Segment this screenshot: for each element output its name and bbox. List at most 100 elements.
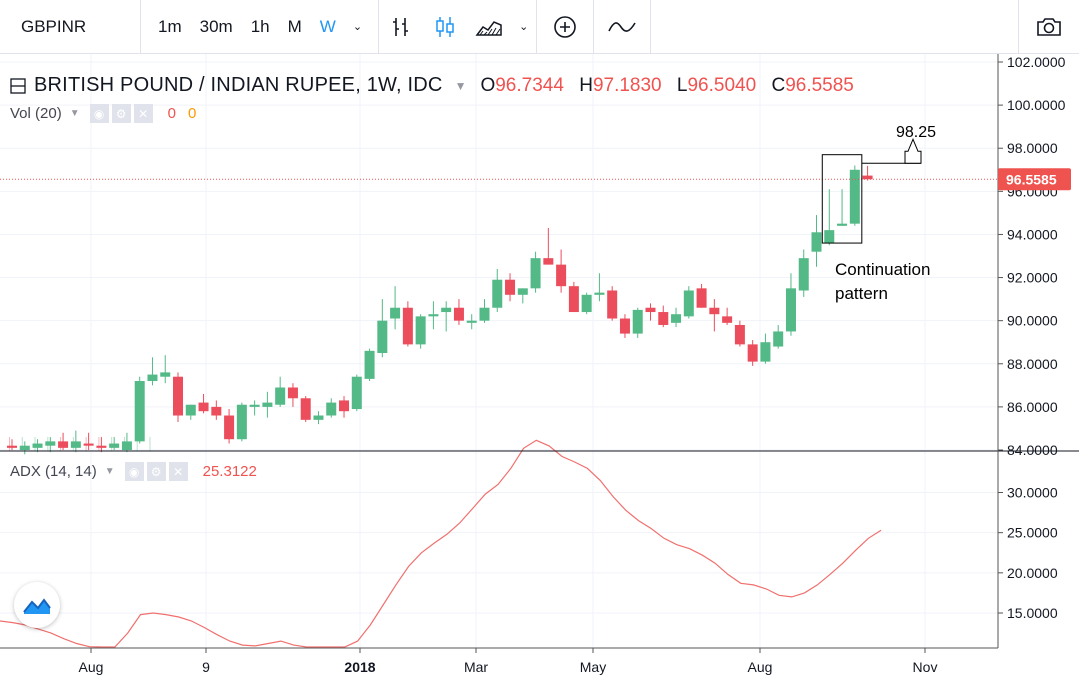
area-chart-icon[interactable] — [467, 0, 511, 54]
chevron-down-icon[interactable]: ⌄ — [519, 21, 529, 33]
adx-value: 25.3122 — [202, 463, 257, 480]
volume-bar — [98, 437, 100, 451]
candle-body — [466, 320, 477, 323]
eye-icon[interactable]: ◉ — [124, 462, 144, 481]
candle-body — [121, 441, 132, 450]
gear-icon[interactable]: ⚙ — [146, 462, 166, 481]
time-axis-label: Nov — [913, 659, 938, 675]
chart-canvas[interactable]: 102.0000100.000098.000096.000094.000092.… — [0, 54, 1079, 683]
candle-body — [160, 372, 171, 377]
volume-legend: Vol (20) ▼ ◉ ⚙ ✕ 0 0 — [10, 104, 196, 123]
ohlc-values: O96.7344 H97.1830 L96.5040 C96.5585 — [480, 75, 853, 97]
high-value: 97.1830 — [592, 74, 662, 96]
open-value: 96.7344 — [495, 74, 564, 96]
candle-body — [862, 175, 873, 180]
symbol-label: GBPINR — [21, 16, 87, 36]
candle-body — [236, 404, 247, 440]
high-label: H — [579, 74, 593, 96]
eye-icon[interactable]: ◉ — [89, 104, 109, 123]
interval-1m-button[interactable]: 1m — [158, 16, 182, 36]
toolbar-divider — [536, 0, 538, 54]
candle-body — [683, 290, 694, 317]
price-axis-label: 98.0000 — [1007, 140, 1058, 156]
candle-body — [479, 307, 490, 321]
candle-body — [798, 258, 809, 291]
candle-body — [543, 258, 554, 265]
interval-month-button[interactable]: M — [287, 16, 302, 36]
open-label: O — [480, 74, 496, 96]
toolbar-divider — [140, 0, 141, 54]
candle-body — [300, 398, 311, 420]
volume-bar — [136, 437, 138, 451]
candle-body — [364, 350, 375, 379]
annotations: 98.25 Continuation pattern — [821, 124, 936, 303]
collapse-legend-icon[interactable] — [10, 77, 26, 94]
interval-week-button[interactable]: W — [319, 16, 336, 36]
candle-body — [134, 381, 145, 442]
chevron-down-icon[interactable]: ▼ — [69, 108, 80, 119]
tradingview-logo-icon[interactable] — [14, 582, 60, 628]
candle-body — [390, 307, 401, 319]
candle-body — [696, 288, 707, 308]
candle-body — [594, 292, 605, 295]
pattern-label-line1: Continuation — [835, 260, 930, 279]
adx-axis-label: 15.0000 — [1007, 605, 1058, 621]
toolbar-right — [1018, 0, 1079, 54]
adx-legend: ADX (14, 14) ▼ ◉ ⚙ ✕ 25.3122 — [10, 462, 257, 481]
add-indicator-icon[interactable] — [537, 0, 593, 54]
gear-icon[interactable]: ⚙ — [111, 104, 131, 123]
candle-body — [849, 169, 860, 224]
close-icon[interactable]: ✕ — [133, 104, 153, 123]
candle-body — [173, 376, 184, 416]
volume-tools: ◉ ⚙ ✕ — [89, 104, 156, 123]
volume-bar — [21, 437, 23, 451]
candle-body — [632, 309, 643, 334]
candle-body — [19, 445, 30, 450]
candle-body — [70, 441, 81, 448]
candle-body — [568, 286, 579, 313]
chevron-down-icon[interactable]: ▼ — [454, 78, 467, 93]
toolbar-divider — [378, 0, 380, 54]
candle-body — [262, 402, 273, 407]
chart-title: BRITISH POUND / INDIAN RUPEE, 1W, IDC — [34, 74, 443, 96]
volume-value-2: 0 — [187, 105, 197, 122]
compare-icon[interactable] — [594, 0, 650, 54]
toolbar-divider — [593, 0, 595, 54]
candle-body — [619, 318, 630, 334]
bar-chart-icon[interactable] — [379, 0, 423, 54]
chevron-down-icon[interactable]: ⌄ — [352, 21, 363, 33]
candle-body — [607, 290, 618, 319]
time-axis-label: May — [580, 659, 606, 675]
candle-body — [581, 294, 592, 313]
candle-body — [773, 331, 784, 347]
candle-body — [824, 230, 835, 244]
candle-body — [185, 404, 196, 416]
grid-lines — [0, 54, 998, 648]
price-axis-label: 92.0000 — [1007, 270, 1058, 286]
candle-body — [517, 288, 528, 295]
candle-body — [58, 441, 69, 448]
candle-body — [709, 307, 720, 315]
candle-body — [658, 312, 669, 325]
candle-body — [837, 223, 848, 226]
target-arrow-icon — [904, 138, 922, 164]
candle-body — [441, 307, 452, 313]
interval-30m-button[interactable]: 30m — [199, 16, 233, 36]
candle-body — [287, 387, 298, 399]
last-price-label: 96.5585 — [1006, 171, 1057, 187]
interval-1h-button[interactable]: 1h — [250, 16, 270, 36]
symbol-search[interactable]: GBPINR — [0, 0, 140, 54]
candle-body — [83, 443, 94, 446]
chevron-down-icon[interactable]: ▼ — [104, 466, 115, 477]
candlestick-icon[interactable] — [423, 0, 467, 54]
target-price-label: 98.25 — [896, 124, 936, 141]
volume-bar — [9, 437, 10, 451]
candle-body — [45, 441, 56, 446]
candle-body — [198, 402, 209, 412]
candle-body — [811, 232, 822, 252]
time-axis-label: Mar — [464, 659, 488, 675]
camera-icon[interactable] — [1019, 0, 1079, 54]
adx-axis-label: 25.0000 — [1007, 525, 1058, 541]
close-icon[interactable]: ✕ — [168, 462, 188, 481]
candle-body — [747, 344, 758, 362]
